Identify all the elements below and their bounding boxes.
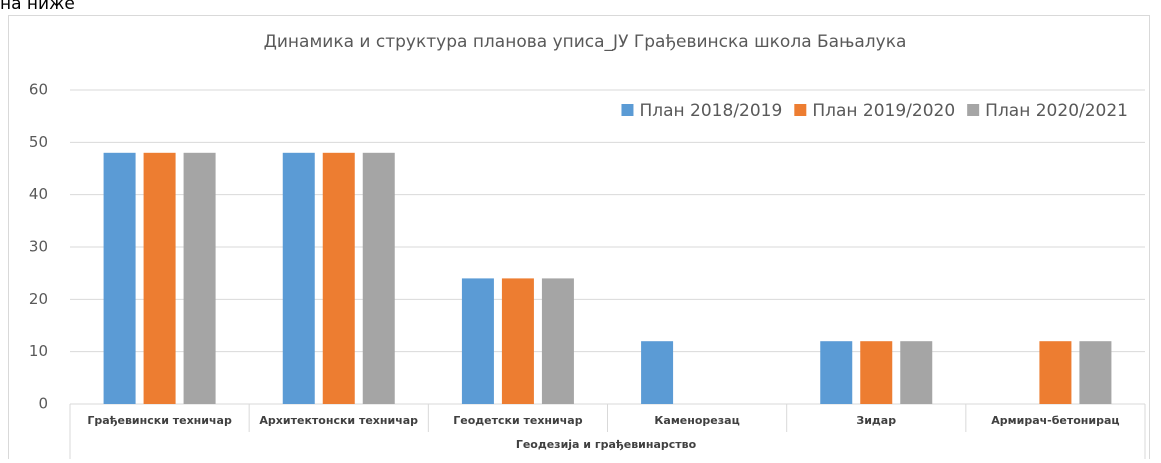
y-tick-label: 10 xyxy=(29,342,48,360)
y-tick-label: 50 xyxy=(29,133,48,151)
bar xyxy=(461,278,494,404)
legend-swatch xyxy=(621,104,634,116)
bar xyxy=(143,152,176,404)
x-tick-label: Геодетски техничар xyxy=(453,414,582,427)
bar xyxy=(820,341,853,404)
legend-label: План 2019/2020 xyxy=(812,101,955,121)
bar xyxy=(1079,341,1112,404)
legend-swatch xyxy=(794,104,807,116)
bar xyxy=(860,341,893,404)
bar xyxy=(322,152,355,404)
legend-swatch xyxy=(967,104,980,116)
y-tick-label: 20 xyxy=(29,290,48,308)
bar xyxy=(362,152,395,404)
x-tick-label: Каменорезац xyxy=(654,414,739,427)
x-tick-label: Армирач-бетонирац xyxy=(991,414,1119,427)
y-tick-label: 60 xyxy=(29,81,48,99)
legend-label: План 2020/2021 xyxy=(985,101,1128,121)
x-tick-label: Архитектонски техничар xyxy=(259,414,418,427)
bar xyxy=(641,341,674,404)
y-tick-label: 40 xyxy=(29,185,48,203)
x-tick-label: Грађевински техничар xyxy=(87,414,232,427)
caption: на ниже xyxy=(0,0,75,14)
bar xyxy=(541,278,574,404)
group-label: Геодезија и грађевинарство xyxy=(516,438,697,451)
bar xyxy=(1039,341,1072,404)
bar xyxy=(282,152,315,404)
chart-border xyxy=(8,15,1150,463)
x-tick-label: Зидар xyxy=(856,414,896,427)
bar xyxy=(501,278,534,404)
legend-label: План 2018/2019 xyxy=(639,101,782,121)
y-tick-label: 30 xyxy=(29,238,48,256)
bar xyxy=(900,341,933,404)
chart-title: Динамика и структура планова уписа_ЈУ Гр… xyxy=(264,32,907,52)
bar xyxy=(103,152,136,404)
y-tick-label: 0 xyxy=(38,395,48,413)
bar xyxy=(183,152,216,404)
